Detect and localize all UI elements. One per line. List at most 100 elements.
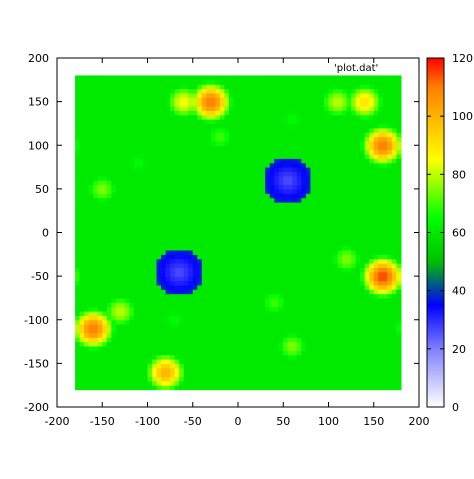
heat-cell: [292, 302, 298, 308]
heat-cell: [233, 263, 239, 268]
heat-cell: [152, 337, 158, 343]
heat-cell: [238, 175, 244, 181]
heat-cell: [337, 215, 343, 221]
heat-cell: [247, 385, 253, 391]
heat-cell: [197, 79, 203, 85]
heat-cell: [364, 324, 370, 330]
heat-cell: [265, 223, 271, 229]
heat-cell: [102, 140, 108, 146]
heat-cell: [296, 289, 302, 295]
heat-cell: [301, 328, 307, 334]
heat-cell: [373, 354, 379, 360]
heat-cell: [206, 232, 212, 238]
heat-cell: [238, 201, 244, 207]
heat-cell: [382, 324, 388, 330]
heat-cell: [251, 276, 257, 282]
heat-cell: [142, 354, 149, 360]
heat-cell: [124, 197, 131, 203]
heat-cell: [242, 289, 248, 295]
heat-cell: [152, 302, 158, 308]
heat-cell: [228, 280, 235, 286]
heat-cell: [84, 324, 90, 330]
heat-cell: [170, 184, 176, 190]
heat-cell: [260, 289, 266, 295]
heat-cell: [292, 263, 298, 268]
heat-cell: [129, 167, 135, 173]
heat-cell: [283, 315, 289, 321]
heat-cell: [75, 319, 81, 325]
heat-cell: [183, 110, 189, 116]
heat-cell: [382, 337, 388, 343]
heat-cell: [228, 341, 235, 347]
heat-cell: [133, 359, 140, 364]
heat-cell: [84, 206, 90, 212]
heat-cell: [310, 132, 316, 138]
heat-cell: [102, 254, 108, 260]
heat-cell: [346, 75, 352, 81]
heat-cell: [314, 105, 321, 111]
heat-cell: [319, 324, 325, 330]
heat-cell: [93, 175, 99, 181]
heat-cell: [269, 267, 275, 273]
heat-cell: [224, 280, 230, 286]
heat-cell: [215, 350, 221, 356]
heat-cell: [179, 114, 185, 120]
heat-cell: [197, 175, 203, 181]
heat-cell: [378, 197, 384, 203]
heat-cell: [179, 241, 185, 247]
heat-cell: [133, 376, 140, 382]
heat-cell: [337, 79, 343, 85]
heat-cell: [93, 149, 99, 155]
heat-cell: [351, 280, 357, 286]
heat-cell: [102, 119, 108, 125]
heat-cell: [351, 372, 357, 378]
heat-cell: [206, 376, 212, 382]
heat-cell: [142, 210, 149, 216]
heat-cell: [161, 201, 167, 207]
heat-cell: [360, 280, 366, 286]
heat-cell: [156, 158, 162, 164]
heat-cell: [319, 180, 325, 186]
heat-cell: [337, 263, 343, 268]
heat-cell: [170, 158, 176, 164]
heat-cell: [238, 315, 244, 321]
heat-cell: [111, 184, 117, 190]
heat-cell: [179, 306, 185, 312]
heat-cell: [147, 206, 153, 212]
heat-cell: [310, 245, 316, 251]
heat-cell: [265, 153, 271, 159]
heat-cell: [283, 162, 289, 168]
heat-cell: [265, 359, 271, 364]
heat-cell: [328, 337, 334, 343]
heat-cell: [84, 193, 90, 199]
heat-cell: [152, 376, 158, 382]
heat-cell: [156, 311, 162, 316]
heat-cell: [84, 114, 90, 120]
heat-cell: [378, 180, 384, 186]
heat-cell: [124, 140, 131, 146]
heat-cell: [342, 92, 348, 98]
heat-cell: [305, 332, 311, 338]
heat-cell: [165, 328, 171, 334]
heat-cell: [224, 119, 230, 125]
heat-cell: [238, 263, 244, 268]
heat-cell: [251, 311, 257, 316]
heat-cell: [283, 367, 289, 373]
heat-cell: [269, 79, 275, 85]
heat-cell: [369, 219, 375, 225]
heat-cell: [152, 145, 158, 151]
heat-cell: [138, 92, 144, 98]
heat-cell: [305, 140, 311, 146]
heat-cell: [378, 302, 384, 308]
heat-cell: [93, 258, 99, 264]
heat-cell: [197, 149, 203, 155]
heat-cell: [265, 215, 271, 221]
heat-cell: [224, 372, 230, 378]
heat-cell: [88, 258, 94, 264]
heat-cell: [111, 385, 117, 391]
heat-cell: [170, 167, 176, 173]
heat-cell: [179, 210, 185, 216]
heat-cell: [228, 319, 235, 325]
heat-cell: [337, 332, 343, 338]
heat-cell: [201, 215, 207, 221]
